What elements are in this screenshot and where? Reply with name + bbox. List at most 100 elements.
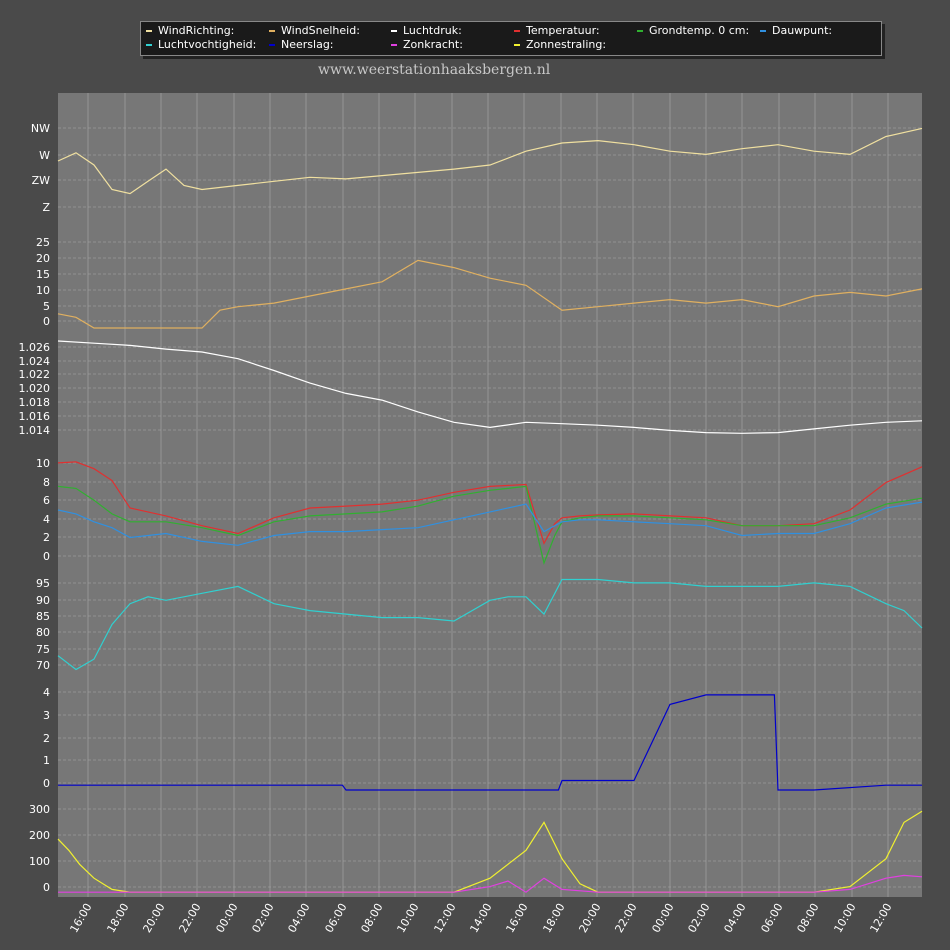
y-tick-label: 15 (36, 268, 50, 281)
x-tick-label: 10:00 (394, 901, 421, 935)
y-tick-label: 10 (36, 284, 50, 297)
y-tick-label: 0 (43, 315, 50, 328)
legend-label: Grondtemp. 0 cm: (649, 24, 750, 37)
x-tick-label: 12:00 (431, 901, 458, 935)
legend-item-grondtemp: Grondtemp. 0 cm: (637, 24, 749, 37)
y-tick-label: 200 (29, 829, 50, 842)
y-tick-label: 100 (29, 855, 50, 868)
x-tick-label: 00:00 (649, 901, 676, 935)
legend-item-dauwpunt: Dauwpunt: (760, 24, 832, 37)
legend-swatch (514, 30, 520, 32)
legend-label: WindRichting: (158, 24, 235, 37)
y-tick-label: 1.016 (19, 410, 51, 423)
x-tick-label: 16:00 (503, 901, 530, 935)
x-tick-label: 02:00 (249, 901, 276, 935)
x-tick-label: 14:00 (467, 901, 494, 935)
x-tick-label: 04:00 (721, 901, 748, 935)
y-tick-label: 90 (36, 594, 50, 607)
y-tick-label: 2 (43, 732, 50, 745)
legend-swatch (637, 30, 643, 32)
series-line-windsnelheid (57, 259, 923, 329)
y-tick-label: 70 (36, 659, 50, 672)
y-tick-label: NW (31, 122, 50, 135)
y-tick-label: W (39, 149, 50, 162)
y-tick-label: 300 (29, 803, 50, 816)
legend-item-luchtdruk: Luchtdruk: (391, 24, 462, 37)
legend-label: Luchtvochtigheid: (158, 38, 257, 51)
legend-swatch (760, 30, 766, 32)
legend-swatch (391, 30, 397, 32)
y-tick-label: 1 (43, 754, 50, 767)
legend-item-windrichting: WindRichting: (146, 24, 234, 37)
legend-item-luchtvochtigheid: Luchtvochtigheid: (146, 38, 256, 51)
y-tick-label: 10 (36, 457, 50, 470)
y-tick-label: 3 (43, 709, 50, 722)
x-tick-label: 18:00 (104, 901, 131, 935)
series-line-luchtvochtigheid (57, 578, 923, 671)
y-tick-label: 1.018 (19, 396, 51, 409)
legend-item-windsnelheid: WindSnelheid: (269, 24, 360, 37)
legend-item-zonnestraling: Zonnestraling: (514, 38, 606, 51)
y-tick-label: 1.020 (19, 382, 51, 395)
x-tick-label: 22:00 (612, 901, 639, 935)
y-tick-label: 95 (36, 577, 50, 590)
series-line-dauwpunt (57, 501, 923, 546)
y-tick-label: 4 (43, 513, 50, 526)
x-tick-label: 12:00 (867, 901, 894, 935)
x-tick-label: 02:00 (685, 901, 712, 935)
legend-swatch (146, 30, 152, 32)
series-line-zonkracht (58, 874, 923, 893)
x-tick-label: 18:00 (540, 901, 567, 935)
watermark: www.weerstationhaaksbergen.nl (318, 62, 551, 78)
series-line-luchtdruk (57, 340, 923, 434)
legend-item-zonkracht: Zonkracht: (391, 38, 463, 51)
legend: WindRichting: WindSnelheid: Luchtdruk: T… (140, 21, 882, 56)
legend-swatch (391, 44, 397, 46)
x-tick-label: 00:00 (213, 901, 240, 935)
y-tick-label: 5 (43, 300, 50, 313)
y-tick-label: 2 (43, 531, 50, 544)
y-tick-label: ZW (32, 174, 51, 187)
y-tick-label: 25 (36, 236, 50, 249)
x-tick-label: 06:00 (758, 901, 785, 935)
legend-label: Dauwpunt: (772, 24, 833, 37)
x-tick-label: 10:00 (831, 901, 858, 935)
x-tick-label: 04:00 (285, 901, 312, 935)
y-tick-label: Z (42, 201, 50, 214)
y-tick-label: 0 (43, 777, 50, 790)
y-tick-label: 20 (36, 252, 50, 265)
y-tick-label: 75 (36, 643, 50, 656)
y-tick-label: 0 (43, 550, 50, 563)
x-tick-label: 06:00 (322, 901, 349, 935)
x-tick-label: 22:00 (176, 901, 203, 935)
y-tick-label: 80 (36, 626, 50, 639)
x-tick-label: 20:00 (140, 901, 167, 935)
x-tick-label: 08:00 (794, 901, 821, 935)
series-line-neerslag (58, 694, 922, 791)
y-tick-label: 8 (43, 476, 50, 489)
x-tick-label: 16:00 (67, 901, 94, 935)
legend-label: Zonnestraling: (526, 38, 607, 51)
y-tick-label: 85 (36, 610, 50, 623)
legend-label: Luchtdruk: (403, 24, 462, 37)
y-tick-label: 1.014 (19, 424, 51, 437)
plot-area (58, 93, 922, 897)
legend-item-temperatuur: Temperatuur: (514, 24, 600, 37)
y-tick-label: 1.024 (19, 355, 51, 368)
series-line-windrichting (57, 127, 923, 195)
x-tick-label: 08:00 (358, 901, 385, 935)
y-tick-label: 4 (43, 686, 50, 699)
series-line-grondtemp-0-cm (57, 485, 923, 566)
legend-swatch (146, 44, 152, 46)
x-tick-label: 20:00 (576, 901, 603, 935)
legend-label: Neerslag: (281, 38, 334, 51)
legend-swatch (269, 30, 275, 32)
y-tick-label: 1.026 (19, 341, 51, 354)
y-tick-label: 6 (43, 494, 50, 507)
legend-label: Temperatuur: (526, 24, 600, 37)
legend-swatch (269, 44, 275, 46)
legend-item-neerslag: Neerslag: (269, 38, 334, 51)
y-tick-label: 0 (43, 881, 50, 894)
legend-label: Zonkracht: (403, 38, 463, 51)
